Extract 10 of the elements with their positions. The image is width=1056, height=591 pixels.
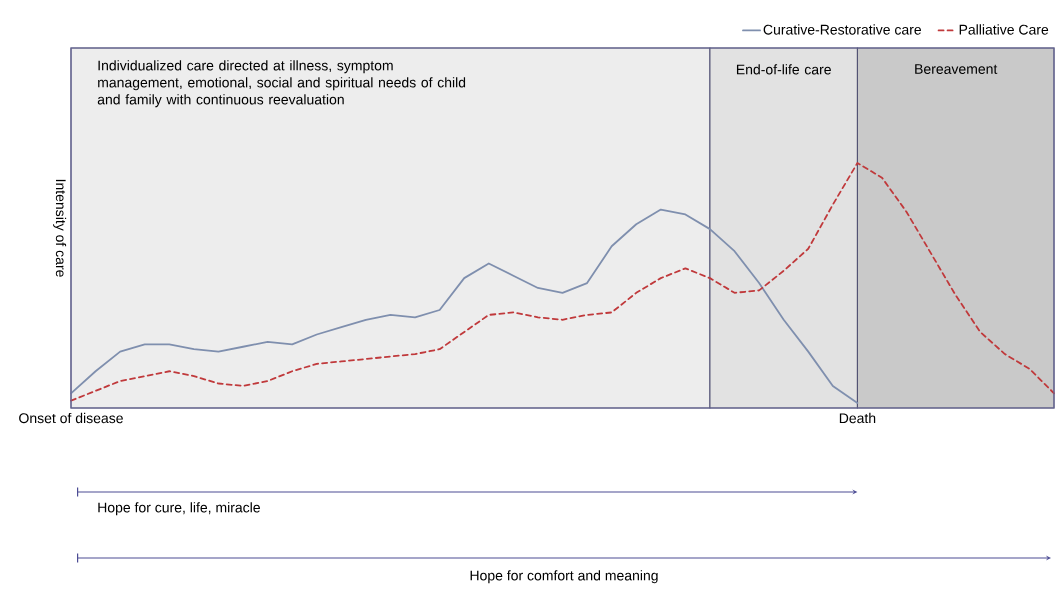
text: End-of-life care <box>736 64 831 75</box>
y-axis-title: Intensity of care <box>53 179 67 277</box>
text: Hope for comfort and meaning <box>470 570 658 584</box>
text: Individualized care directed at illness, symptom management, emotional, social and spiritual needs of child and family with continuous reevaluation <box>97 60 466 108</box>
legend-label: Curative-Restorative care <box>763 24 922 35</box>
x-tick-label: Death <box>839 412 876 424</box>
text: Bereavement <box>915 64 998 74</box>
text: Hope for cure, life, miracle <box>98 502 260 516</box>
x-tick-label: Onset of disease <box>19 412 123 424</box>
legend-label: Palliative Care <box>959 24 1049 35</box>
